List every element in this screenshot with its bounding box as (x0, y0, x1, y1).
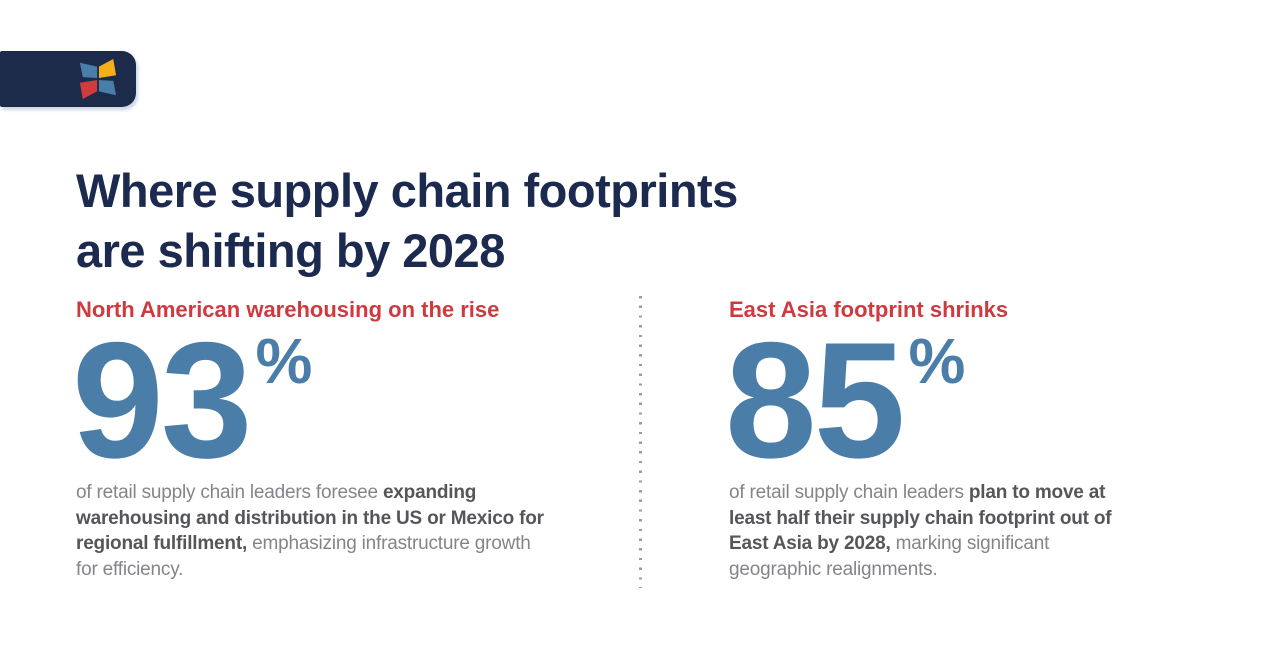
stat-value: 93 (72, 308, 253, 492)
logo-petal-bottom-right (98, 79, 117, 96)
logo-petal-top-left (79, 62, 98, 79)
logo-petal-bottom-left (79, 79, 98, 99)
description-prefix: of retail supply chain leaders (729, 482, 969, 503)
logo-petal-top-right (98, 59, 117, 79)
column-heading: East Asia footprint shrinks (729, 297, 1009, 322)
page-title-line-2: are shifting by 2028 (76, 224, 505, 278)
stat-figure: 93% (72, 318, 551, 483)
page-title-line-1: Where supply chain footprints (76, 164, 738, 218)
stat-description: of retail supply chain leaders foresee e… (76, 480, 551, 582)
stat-column-north-america: North American warehousing on the rise 9… (72, 297, 551, 582)
stat-percent-sign: % (255, 325, 313, 397)
description-prefix: of retail supply chain leaders foresee (76, 482, 383, 503)
description-bold: expanding warehousing and distribution i… (76, 482, 544, 554)
description-suffix: marking significant geographic realignme… (729, 533, 1050, 580)
vertical-dotted-divider (639, 296, 642, 588)
stat-column-east-asia: East Asia footprint shrinks 85% of retai… (725, 297, 1141, 582)
brand-badge (0, 51, 136, 107)
stat-description: of retail supply chain leaders plan to m… (729, 480, 1141, 582)
pinwheel-logo-icon (79, 59, 117, 99)
description-bold: plan to move at least half their supply … (729, 482, 1112, 554)
description-suffix: emphasizing infrastructure growth for ef… (76, 533, 531, 580)
stat-figure: 85% (725, 318, 1141, 483)
stat-percent-sign: % (908, 325, 966, 397)
page-title: Where supply chain footprints are shifti… (76, 161, 738, 281)
column-heading: North American warehousing on the rise (76, 297, 500, 322)
stat-value: 85 (725, 308, 906, 492)
